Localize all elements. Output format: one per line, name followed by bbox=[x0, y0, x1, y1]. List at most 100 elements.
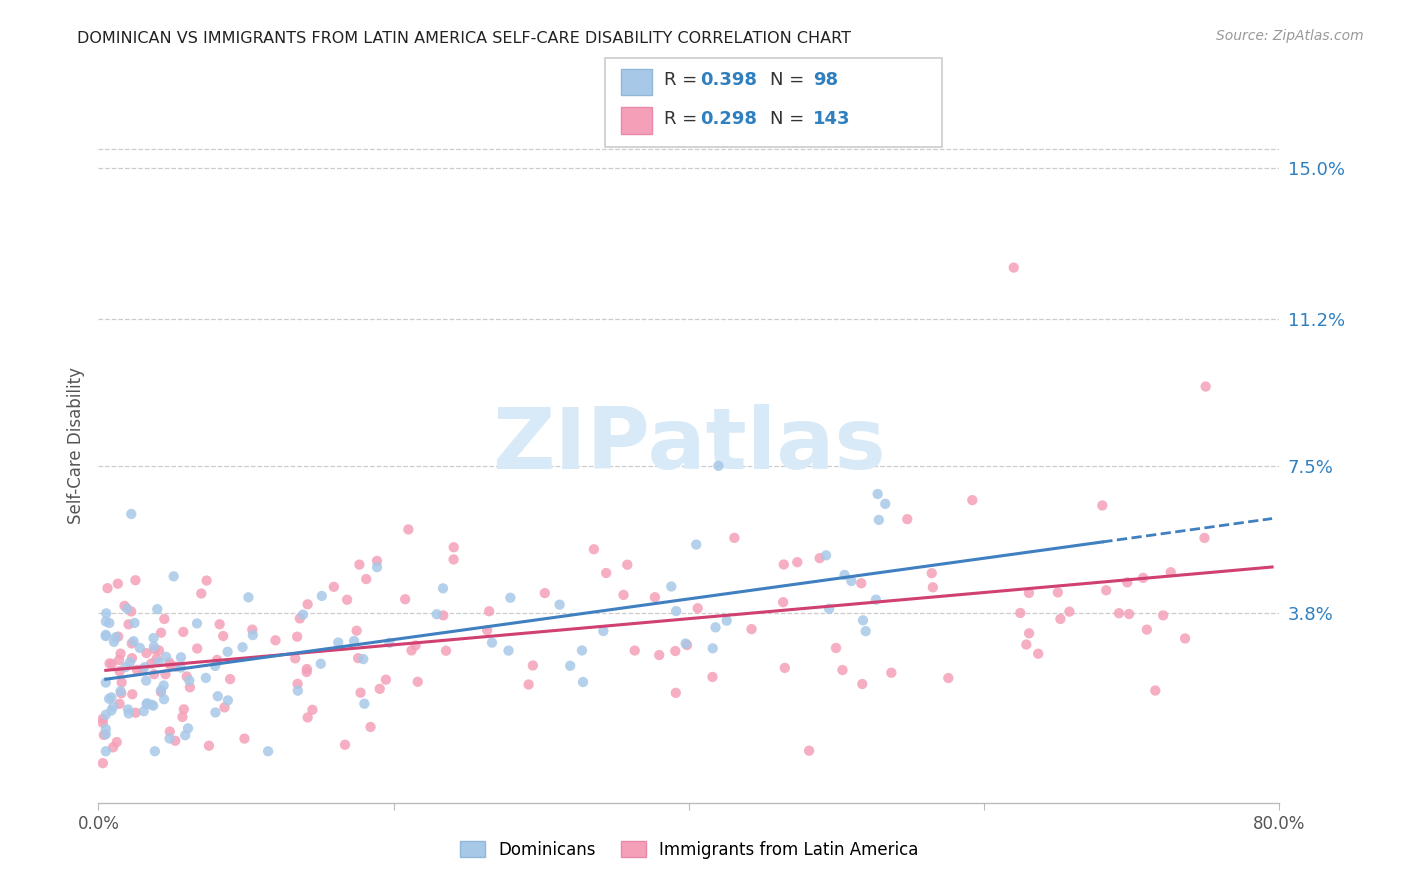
Point bbox=[548, 598, 571, 612]
Point bbox=[831, 663, 853, 677]
Point bbox=[108, 665, 131, 679]
Point bbox=[124, 615, 146, 630]
Point bbox=[143, 667, 166, 681]
Point bbox=[808, 551, 831, 566]
Point bbox=[921, 566, 943, 581]
Point bbox=[664, 644, 686, 658]
Point bbox=[100, 704, 122, 718]
Point bbox=[825, 640, 848, 655]
Point bbox=[368, 681, 391, 696]
Point bbox=[1010, 606, 1032, 620]
Point bbox=[101, 657, 124, 671]
Point bbox=[366, 554, 388, 568]
Point bbox=[108, 653, 131, 667]
Point bbox=[135, 697, 157, 711]
Point bbox=[98, 657, 121, 671]
Point bbox=[173, 702, 195, 716]
Point bbox=[686, 601, 709, 615]
Point bbox=[94, 744, 117, 758]
Point bbox=[194, 671, 217, 685]
Text: 143: 143 bbox=[813, 110, 851, 128]
Point bbox=[94, 675, 117, 690]
Point bbox=[644, 591, 666, 605]
Point bbox=[434, 643, 457, 657]
Point bbox=[212, 629, 235, 643]
Point bbox=[896, 512, 918, 526]
Point bbox=[232, 640, 254, 655]
Point bbox=[172, 710, 194, 724]
Point bbox=[659, 579, 682, 593]
Point bbox=[186, 641, 208, 656]
Point bbox=[242, 628, 264, 642]
Point bbox=[1059, 605, 1081, 619]
Point bbox=[98, 615, 121, 630]
Point bbox=[100, 690, 122, 705]
Point bbox=[866, 487, 889, 501]
Point bbox=[159, 656, 181, 670]
Point bbox=[499, 591, 522, 605]
Point bbox=[865, 592, 887, 607]
Text: R =: R = bbox=[664, 71, 703, 89]
Point bbox=[143, 744, 166, 758]
Point bbox=[616, 558, 638, 572]
Point bbox=[815, 549, 838, 563]
Point bbox=[94, 727, 117, 741]
Point bbox=[347, 651, 370, 665]
Point bbox=[841, 574, 863, 588]
Point bbox=[124, 574, 146, 588]
Point bbox=[716, 614, 738, 628]
Point bbox=[165, 733, 187, 747]
Point bbox=[741, 622, 763, 636]
Point bbox=[101, 740, 124, 755]
Point bbox=[159, 731, 181, 746]
Point bbox=[105, 735, 128, 749]
Point bbox=[287, 683, 309, 698]
Point bbox=[121, 636, 143, 650]
Point bbox=[772, 558, 794, 572]
Point bbox=[349, 558, 371, 572]
Point bbox=[170, 660, 193, 674]
Point bbox=[648, 648, 671, 662]
Text: N =: N = bbox=[770, 110, 810, 128]
Point bbox=[118, 706, 141, 721]
Point bbox=[120, 507, 142, 521]
Point bbox=[685, 538, 707, 552]
Point bbox=[936, 671, 959, 685]
Text: DOMINICAN VS IMMIGRANTS FROM LATIN AMERICA SELF-CARE DISABILITY CORRELATION CHAR: DOMINICAN VS IMMIGRANTS FROM LATIN AMERI… bbox=[77, 31, 851, 46]
Point bbox=[1132, 571, 1154, 585]
Point bbox=[322, 580, 344, 594]
Point bbox=[288, 611, 311, 625]
Point bbox=[704, 620, 727, 634]
Point bbox=[94, 628, 117, 642]
Point bbox=[295, 665, 318, 679]
Point bbox=[366, 560, 388, 574]
Text: 0.298: 0.298 bbox=[700, 110, 758, 128]
Point bbox=[91, 756, 114, 771]
Point bbox=[1049, 612, 1071, 626]
Point bbox=[141, 657, 163, 671]
Point bbox=[571, 643, 593, 657]
Point bbox=[141, 698, 163, 712]
Point bbox=[96, 581, 118, 595]
Point bbox=[297, 710, 319, 724]
Point bbox=[1002, 260, 1025, 275]
Point bbox=[91, 712, 114, 726]
Point bbox=[104, 630, 127, 644]
Point bbox=[94, 722, 117, 736]
Point bbox=[592, 624, 614, 638]
Point bbox=[94, 615, 117, 629]
Point bbox=[149, 685, 172, 699]
Point bbox=[481, 635, 503, 649]
Point bbox=[880, 665, 903, 680]
Y-axis label: Self-Care Disability: Self-Care Disability bbox=[66, 368, 84, 524]
Point bbox=[522, 658, 544, 673]
Point bbox=[198, 739, 221, 753]
Point bbox=[219, 672, 242, 686]
Point bbox=[962, 493, 984, 508]
Point bbox=[834, 568, 856, 582]
Point bbox=[875, 497, 897, 511]
Point bbox=[582, 542, 605, 557]
Point bbox=[426, 607, 449, 622]
Text: Source: ZipAtlas.com: Source: ZipAtlas.com bbox=[1216, 29, 1364, 43]
Point bbox=[533, 586, 555, 600]
